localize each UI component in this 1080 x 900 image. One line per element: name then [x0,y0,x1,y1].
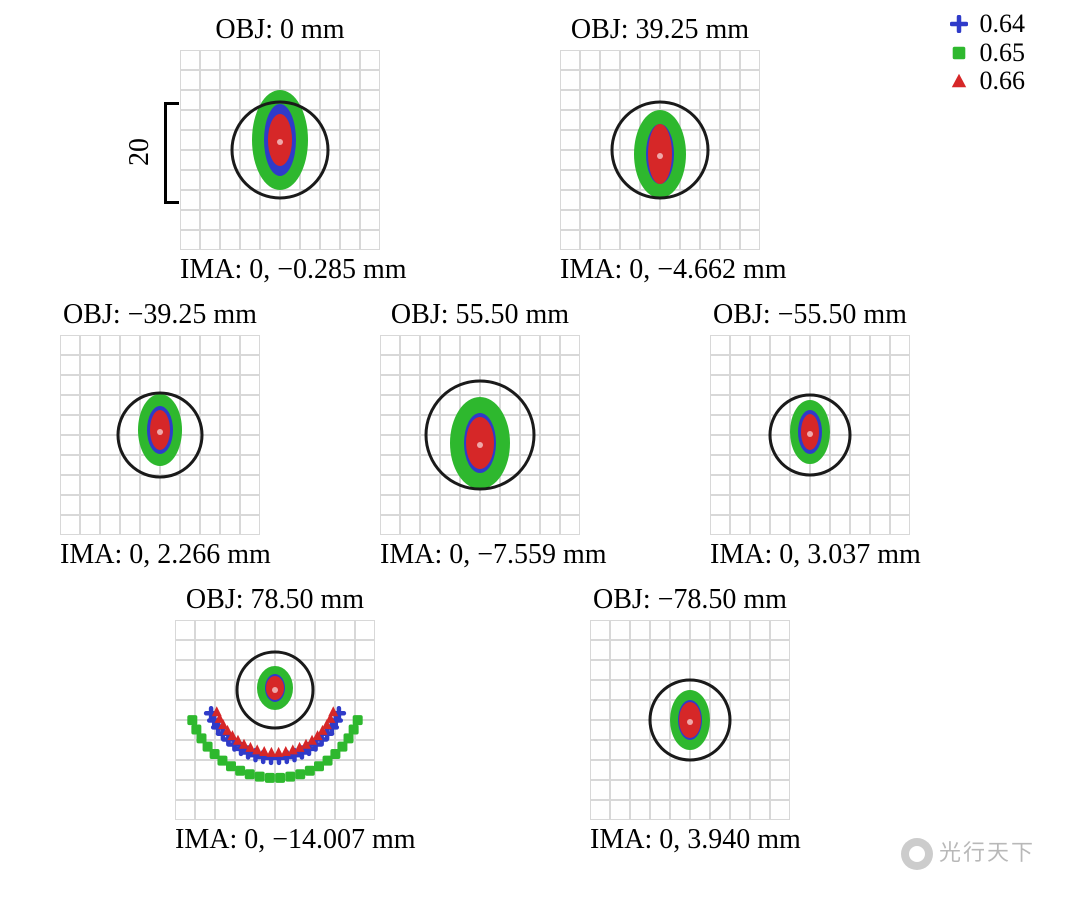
spot-panel: OBJ: −55.50 mmIMA: 0, 3.037 mm [710,335,910,535]
spot-grid [710,335,910,535]
legend-label: 0.66 [980,67,1026,96]
panel-obj-label: OBJ: 0 mm [180,14,380,46]
panel-obj-label: OBJ: 55.50 mm [380,299,580,331]
watermark: 光行天下 [901,835,1035,870]
spot-panel: OBJ: −39.25 mmIMA: 0, 2.266 mm [60,335,260,535]
square-icon [946,43,972,63]
panel-ima-label: IMA: 0, −14.007 mm [175,824,375,856]
spot-grid [180,50,380,250]
scale-bar [164,102,179,204]
legend: 0.640.650.66 [946,10,1026,96]
spot-grid [380,335,580,535]
panel-obj-label: OBJ: −55.50 mm [710,299,910,331]
panel-obj-label: OBJ: −78.50 mm [590,584,790,616]
spot-panel: OBJ: 78.50 mmIMA: 0, −14.007 mm [175,620,375,820]
legend-label: 0.64 [980,10,1026,39]
panel-obj-label: OBJ: −39.25 mm [60,299,260,331]
panel-ima-label: IMA: 0, 2.266 mm [60,539,260,571]
legend-label: 0.65 [980,39,1026,68]
spot-panel: OBJ: 55.50 mmIMA: 0, −7.559 mm [380,335,580,535]
watermark-icon [901,838,933,870]
legend-item: 0.65 [946,39,1026,68]
panel-obj-label: OBJ: 78.50 mm [175,584,375,616]
panel-ima-label: IMA: 0, −0.285 mm [180,254,380,286]
scale-label: 20 [124,138,156,166]
triangle-icon [946,71,972,91]
spot-grid [175,620,375,820]
spot-grid [60,335,260,535]
spot-panel: OBJ: 0 mmIMA: 0, −0.285 mm20 [180,50,380,250]
panel-obj-label: OBJ: 39.25 mm [560,14,760,46]
spot-grid [590,620,790,820]
spot-panel: OBJ: 39.25 mmIMA: 0, −4.662 mm [560,50,760,250]
panel-ima-label: IMA: 0, −4.662 mm [560,254,760,286]
panel-ima-label: IMA: 0, 3.037 mm [710,539,910,571]
panel-ima-label: IMA: 0, 3.940 mm [590,824,790,856]
legend-item: 0.64 [946,10,1026,39]
spot-panel: OBJ: −78.50 mmIMA: 0, 3.940 mm [590,620,790,820]
spot-grid [560,50,760,250]
panel-ima-label: IMA: 0, −7.559 mm [380,539,580,571]
plus-icon [946,14,972,34]
legend-item: 0.66 [946,67,1026,96]
watermark-text: 光行天下 [939,840,1035,865]
